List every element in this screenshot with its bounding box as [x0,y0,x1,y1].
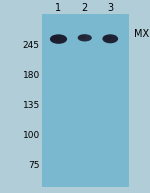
Text: 1: 1 [56,3,62,13]
Bar [42,14,129,187]
Text: 180: 180 [22,71,40,80]
Text: 245: 245 [23,41,40,50]
Ellipse shape [51,35,60,41]
Text: 3: 3 [107,3,113,13]
Ellipse shape [78,35,86,39]
Text: 75: 75 [28,161,40,169]
Ellipse shape [103,35,112,41]
Ellipse shape [50,34,67,44]
Ellipse shape [78,34,92,41]
Text: MXRA5: MXRA5 [134,29,150,39]
Text: 2: 2 [82,3,88,13]
Ellipse shape [102,34,118,43]
Text: 100: 100 [22,131,40,140]
Text: 135: 135 [22,101,40,110]
